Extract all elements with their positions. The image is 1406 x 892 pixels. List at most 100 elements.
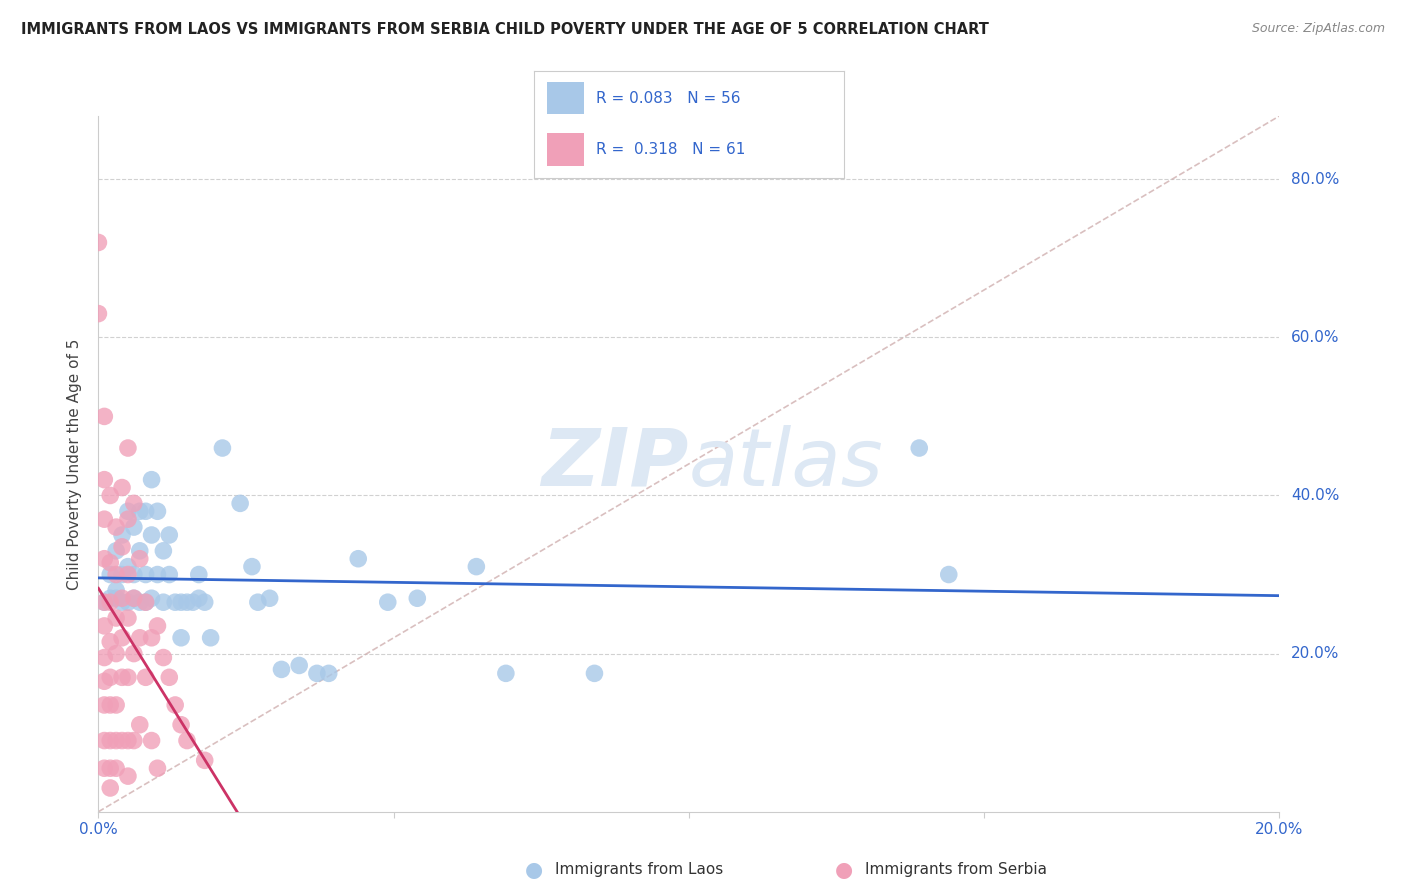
Point [135,504,157,518]
Point [105,583,128,598]
Point [117,512,139,526]
Point [111,528,134,542]
Point [170,595,193,609]
Text: 80.0%: 80.0% [1291,172,1340,186]
Point [111,733,134,747]
Point [98,761,121,775]
Point [152,650,174,665]
Point [111,591,134,606]
Point [122,733,145,747]
Point [105,611,128,625]
Point [105,591,128,606]
Point [135,595,157,609]
Point [105,733,128,747]
Text: Immigrants from Laos: Immigrants from Laos [555,863,724,877]
Point [377,595,399,609]
Point [128,543,150,558]
Point [908,441,931,455]
Point [122,591,145,606]
Point [111,595,134,609]
Point [122,647,145,661]
Point [117,504,139,518]
Point [181,595,204,609]
Point [105,761,128,775]
Point [87,307,110,321]
Point [117,611,139,625]
Point [141,733,163,747]
Point [105,567,128,582]
Point [105,543,128,558]
Y-axis label: Child Poverty Under the Age of 5: Child Poverty Under the Age of 5 [67,338,83,590]
Point [229,496,252,510]
Point [122,567,145,582]
Point [347,551,370,566]
Point [141,473,163,487]
Point [152,595,174,609]
Point [105,520,128,534]
Point [157,670,180,684]
Point [305,666,328,681]
Point [93,595,115,609]
Text: R = 0.083   N = 56: R = 0.083 N = 56 [596,91,741,105]
Point [246,595,269,609]
Point [141,591,163,606]
Text: 60.0%: 60.0% [1291,330,1340,345]
Point [117,769,139,783]
Point [157,528,180,542]
Text: Immigrants from Serbia: Immigrants from Serbia [865,863,1046,877]
Point [93,674,115,689]
Point [176,595,198,609]
Text: R =  0.318   N = 61: R = 0.318 N = 61 [596,142,745,157]
Point [111,567,134,582]
Point [111,481,134,495]
Point [176,733,198,747]
Point [93,551,115,566]
Text: 20.0%: 20.0% [1291,646,1340,661]
Text: IMMIGRANTS FROM LAOS VS IMMIGRANTS FROM SERBIA CHILD POVERTY UNDER THE AGE OF 5 : IMMIGRANTS FROM LAOS VS IMMIGRANTS FROM … [21,22,988,37]
Bar [547,134,583,166]
Point [141,631,163,645]
Point [93,650,115,665]
Point [98,634,121,648]
Point [495,666,517,681]
Point [93,473,115,487]
Point [128,551,150,566]
Point [93,619,115,633]
Point [938,567,960,582]
Point [194,753,217,767]
Point [93,595,115,609]
Point [98,567,121,582]
Point [98,556,121,570]
Text: Source: ZipAtlas.com: Source: ZipAtlas.com [1251,22,1385,36]
Point [170,717,193,731]
Text: atlas: atlas [689,425,884,503]
Point [187,591,209,606]
Point [583,666,606,681]
Point [117,559,139,574]
Point [146,761,169,775]
Point [141,528,163,542]
Text: 40.0%: 40.0% [1291,488,1340,503]
Point [270,662,292,676]
Point [135,595,157,609]
Point [465,559,488,574]
Point [117,595,139,609]
Text: ●: ● [835,860,852,880]
Point [93,733,115,747]
Text: ●: ● [526,860,543,880]
Point [318,666,340,681]
Point [128,595,150,609]
Point [93,409,115,424]
Point [93,761,115,775]
Point [117,441,139,455]
Point [117,733,139,747]
Point [87,235,110,250]
Point [117,567,139,582]
Point [152,543,174,558]
Point [111,670,134,684]
Point [93,512,115,526]
Point [122,591,145,606]
Point [98,488,121,502]
Point [135,567,157,582]
Point [165,698,187,712]
